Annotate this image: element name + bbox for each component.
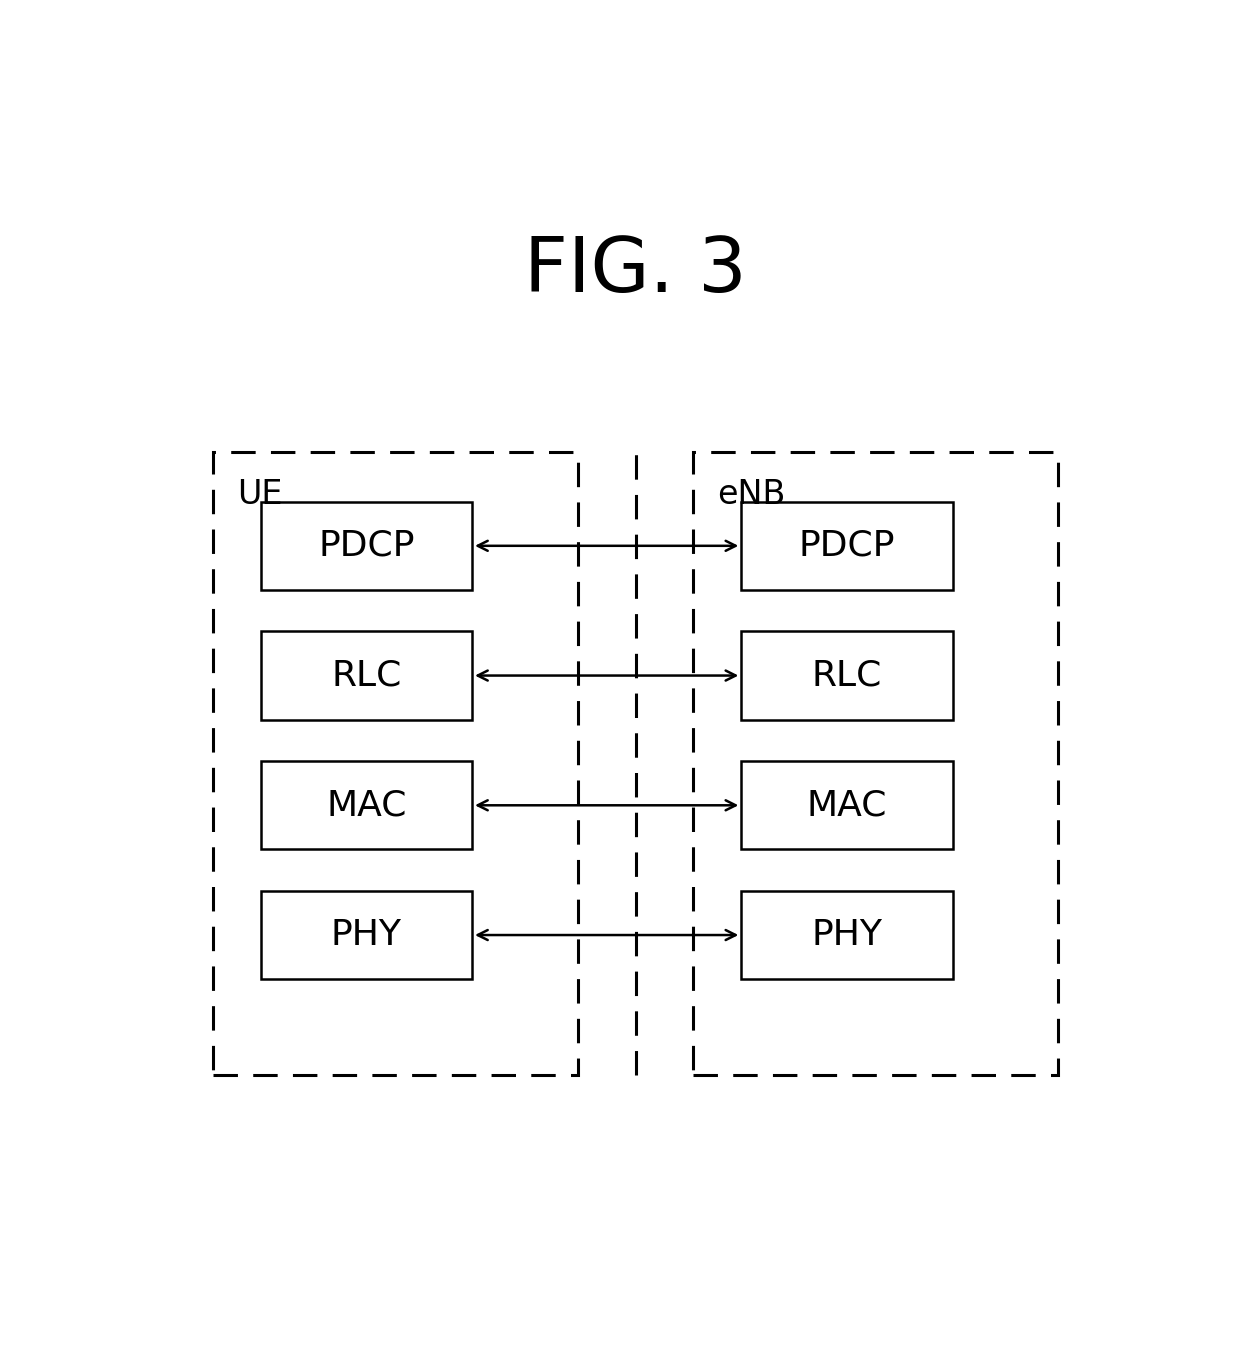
Text: UE: UE	[237, 479, 283, 511]
Bar	[213, 453, 578, 1076]
Text: RLC: RLC	[812, 659, 882, 693]
Bar	[742, 891, 952, 979]
Text: PHY: PHY	[331, 918, 402, 952]
Text: PDCP: PDCP	[319, 528, 414, 563]
Text: MAC: MAC	[326, 789, 407, 822]
Bar	[260, 501, 472, 590]
Text: MAC: MAC	[807, 789, 887, 822]
Text: RLC: RLC	[331, 659, 402, 693]
Bar	[260, 891, 472, 979]
Bar	[693, 453, 1059, 1076]
Bar	[260, 631, 472, 720]
Bar	[742, 631, 952, 720]
Bar	[260, 762, 472, 849]
Text: PHY: PHY	[811, 918, 883, 952]
Text: FIG. 3: FIG. 3	[525, 233, 746, 307]
Text: PDCP: PDCP	[799, 528, 895, 563]
Bar	[742, 762, 952, 849]
Text: eNB: eNB	[717, 479, 786, 511]
Bar	[742, 501, 952, 590]
